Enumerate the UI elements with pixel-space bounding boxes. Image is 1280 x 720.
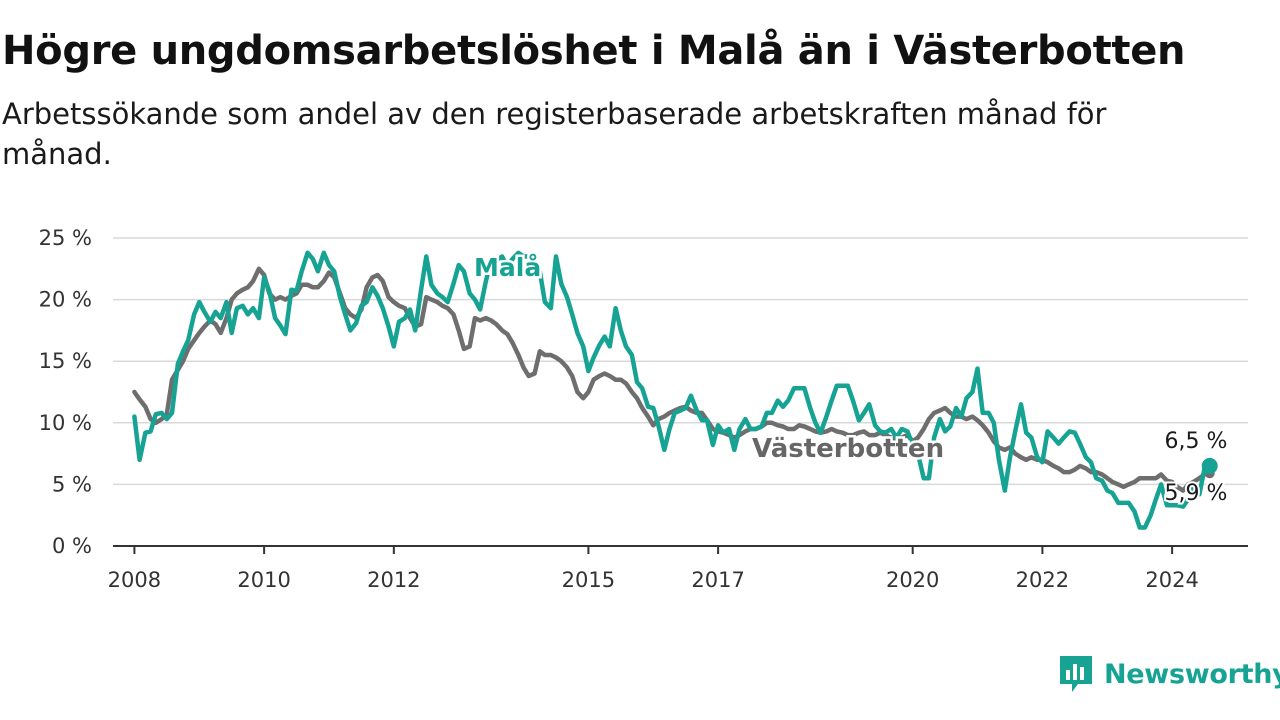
series-line-mala — [132, 250, 1212, 530]
newsworthy-logo: Newsworthy — [1058, 654, 1280, 694]
x-tick-label: 2015 — [562, 568, 615, 592]
x-tick-label: 2024 — [1145, 568, 1198, 592]
series-line-vasterbotten — [132, 266, 1212, 493]
y-tick-label: 15 % — [39, 349, 92, 373]
series-labels: Malå Västerbotten 6,5 % 5,9 % — [472, 251, 1230, 509]
y-tick-label: 5 % — [52, 472, 92, 496]
y-tick-label: 10 % — [39, 411, 92, 435]
chart-title: Högre ungdomsarbetslöshet i Malå än i Vä… — [2, 28, 1186, 74]
x-tick-label: 2022 — [1016, 568, 1069, 592]
x-tick-label: 2008 — [108, 568, 161, 592]
y-axis-ticks: 0 % 5 % 10 % 15 % 20 % 25 % — [39, 226, 92, 558]
y-tick-label: 0 % — [52, 534, 92, 558]
end-value-vasterbotten: 5,9 % — [1165, 481, 1228, 506]
x-tick-label: 2020 — [886, 568, 939, 592]
series-label-vasterbotten: Västerbotten — [752, 434, 944, 464]
chart-bubble-icon — [1060, 656, 1092, 692]
y-tick-label: 25 % — [39, 226, 92, 250]
grid-lines — [113, 237, 1248, 486]
chart-subtitle: Arbetssökande som andel av den registerb… — [2, 97, 1107, 171]
end-marker-mala — [1201, 457, 1218, 474]
x-tick-label: 2017 — [691, 568, 744, 592]
series-lines — [132, 250, 1218, 530]
y-tick-label: 20 % — [39, 288, 92, 312]
brand-name: Newsworthy — [1104, 658, 1280, 690]
x-axis-ticks: 2008 2010 2012 2015 2017 2020 2022 2024 — [108, 545, 1248, 592]
end-value-mala: 6,5 % — [1165, 429, 1228, 454]
series-label-mala: Malå — [474, 253, 541, 282]
x-tick-label: 2012 — [367, 568, 420, 592]
x-tick-label: 2010 — [237, 568, 290, 592]
